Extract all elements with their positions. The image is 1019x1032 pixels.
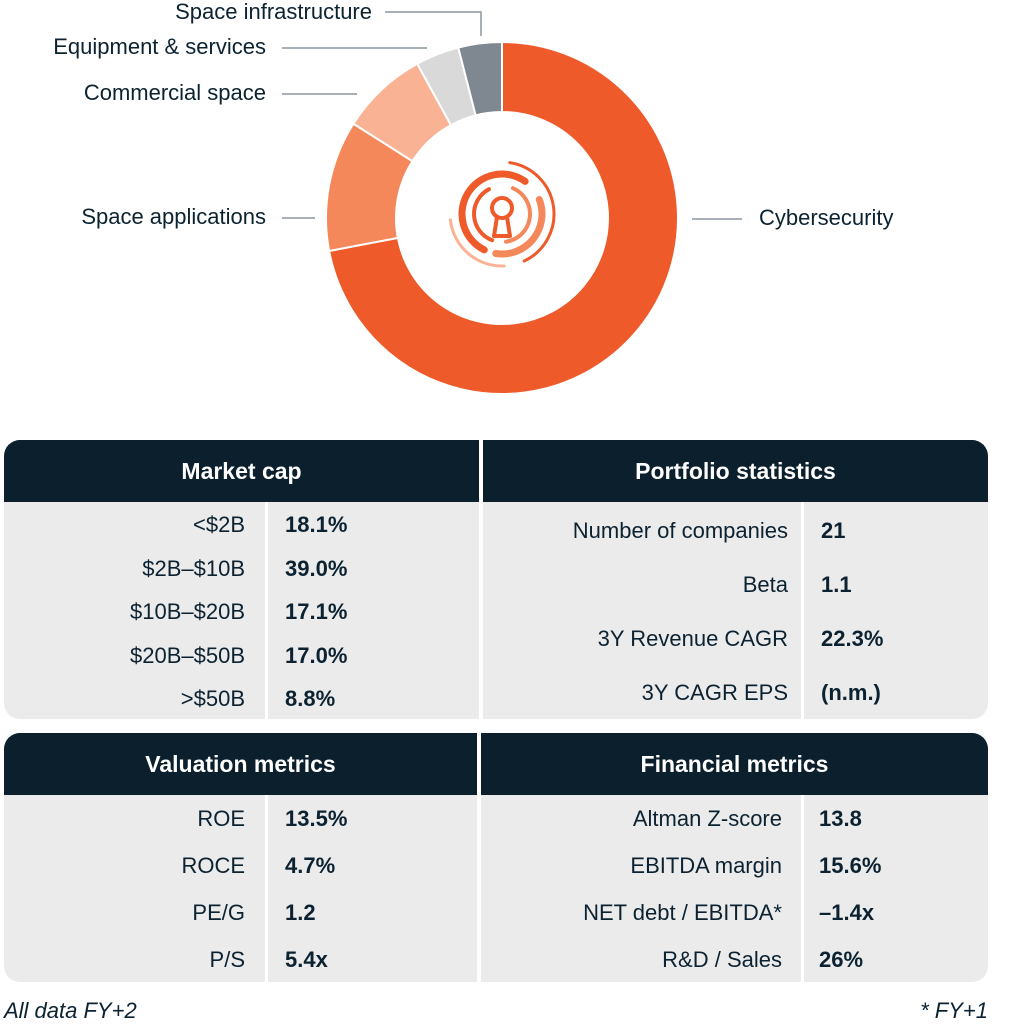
donut-svg	[282, 11, 742, 395]
slice-label-commercial-space: Commercial space	[83, 80, 266, 105]
slice-label-cybersecurity: Cybersecurity	[759, 205, 894, 230]
row-value: 4.7%	[285, 853, 336, 878]
row-value: (n.m.)	[821, 680, 881, 705]
slice-label-space-applications: Space applications	[81, 204, 266, 229]
slice-label-space-infrastructure: Space infrastructure	[175, 0, 372, 24]
row-label: PE/G	[192, 900, 245, 925]
row-label: ROE	[197, 806, 245, 831]
row-label: ROCE	[181, 853, 245, 878]
panel-divider	[477, 733, 481, 982]
row-label: <$2B	[193, 512, 245, 537]
row-value: 17.1%	[285, 599, 348, 624]
market-cap-col-divider	[265, 502, 268, 719]
panel-valuation-financial: Valuation metrics Financial metrics ROE 1…	[4, 733, 988, 982]
financial-header: Financial metrics	[481, 733, 988, 795]
valuation-title: Valuation metrics	[145, 750, 336, 777]
footnote-left: All data FY+2	[4, 998, 137, 1023]
row-label: >$50B	[180, 686, 245, 711]
row-value: 17.0%	[285, 642, 348, 668]
row-value: 1.2	[285, 900, 316, 925]
row-label: 3Y Revenue CAGR	[597, 626, 788, 651]
donut-slice-space-infrastructure	[457, 40, 503, 117]
donut-slice-cybersecurity	[327, 40, 679, 395]
row-value: 5.4x	[285, 947, 328, 972]
row-label: P/S	[209, 947, 245, 972]
row-label: $10B–$20B	[130, 599, 245, 624]
row-value: 18.1%	[285, 512, 348, 537]
keyhole-shield-icon	[448, 161, 556, 268]
row-value: 21	[821, 518, 846, 543]
row-label: $2B–$10B	[142, 555, 245, 581]
row-value: 13.8	[819, 806, 862, 831]
market-cap-title: Market cap	[181, 457, 302, 484]
row-value: –1.4x	[819, 900, 875, 925]
row-value: 1.1	[821, 572, 852, 597]
market-cap-header: Market cap	[4, 440, 479, 502]
financial-col-divider	[801, 795, 804, 982]
row-value: 15.6%	[819, 853, 882, 878]
row-value: 13.5%	[285, 806, 348, 831]
panel-market-portfolio: Market cap Portfolio statistics <$2B 18.1…	[4, 440, 988, 719]
row-value: 26%	[819, 947, 864, 972]
valuation-col-divider	[265, 795, 268, 982]
row-label: Number of companies	[572, 518, 788, 543]
row-value: 39.0%	[285, 555, 348, 581]
portfolio-col-divider	[801, 502, 804, 719]
leader-line	[385, 11, 482, 36]
row-label: Altman Z-score	[632, 806, 782, 831]
slice-label-equipment-services: Equipment & services	[53, 34, 266, 59]
row-label: $20B–$50B	[130, 642, 245, 668]
valuation-header: Valuation metrics	[4, 733, 477, 795]
row-value: 22.3%	[821, 626, 884, 651]
row-label: R&D / Sales	[662, 947, 782, 972]
portfolio-stats-title: Portfolio statistics	[635, 457, 836, 484]
donut-chart: Cybersecurity Space applications Commercia…	[0, 0, 1019, 420]
row-label: 3Y CAGR EPS	[641, 680, 788, 705]
row-label: EBITDA margin	[630, 853, 782, 878]
financial-title: Financial metrics	[640, 750, 829, 777]
row-value: 8.8%	[285, 686, 336, 711]
row-label: NET debt / EBITDA*	[583, 900, 782, 925]
panel-divider	[479, 440, 483, 719]
portfolio-stats-header: Portfolio statistics	[483, 440, 988, 502]
row-label: Beta	[742, 572, 788, 597]
footnote-right: * FY+1	[920, 998, 988, 1023]
